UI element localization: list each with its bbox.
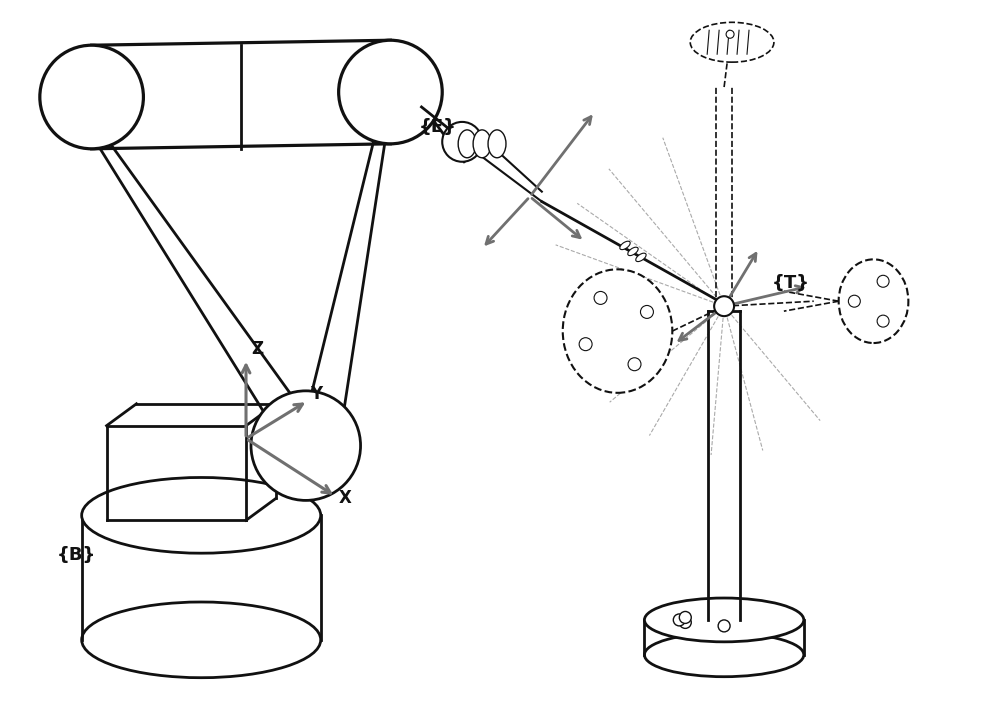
Circle shape — [679, 616, 691, 628]
Circle shape — [877, 275, 889, 287]
Text: Z: Z — [251, 340, 263, 358]
Ellipse shape — [458, 130, 476, 158]
Circle shape — [679, 611, 691, 623]
Circle shape — [594, 292, 607, 304]
Text: X: X — [339, 489, 352, 508]
Circle shape — [877, 315, 889, 327]
Ellipse shape — [628, 247, 638, 256]
Ellipse shape — [636, 253, 646, 261]
Ellipse shape — [563, 269, 672, 393]
Text: {B}: {B} — [57, 546, 96, 564]
Ellipse shape — [488, 130, 506, 158]
Circle shape — [640, 306, 653, 318]
Circle shape — [726, 30, 734, 39]
Circle shape — [442, 122, 482, 162]
Circle shape — [579, 338, 592, 350]
Text: {T}: {T} — [772, 274, 810, 292]
Ellipse shape — [620, 241, 630, 250]
Circle shape — [40, 46, 143, 149]
Circle shape — [718, 620, 730, 632]
Ellipse shape — [473, 130, 491, 158]
Circle shape — [673, 614, 685, 626]
Circle shape — [714, 297, 734, 316]
Ellipse shape — [690, 22, 774, 62]
Ellipse shape — [644, 598, 804, 642]
Text: Y: Y — [310, 385, 322, 403]
Ellipse shape — [644, 633, 804, 676]
Ellipse shape — [82, 602, 321, 678]
Circle shape — [628, 358, 641, 371]
Circle shape — [339, 40, 442, 144]
Ellipse shape — [839, 259, 908, 343]
Circle shape — [848, 295, 860, 307]
Ellipse shape — [82, 477, 321, 553]
Text: {E}: {E} — [418, 118, 456, 136]
Circle shape — [251, 391, 361, 501]
